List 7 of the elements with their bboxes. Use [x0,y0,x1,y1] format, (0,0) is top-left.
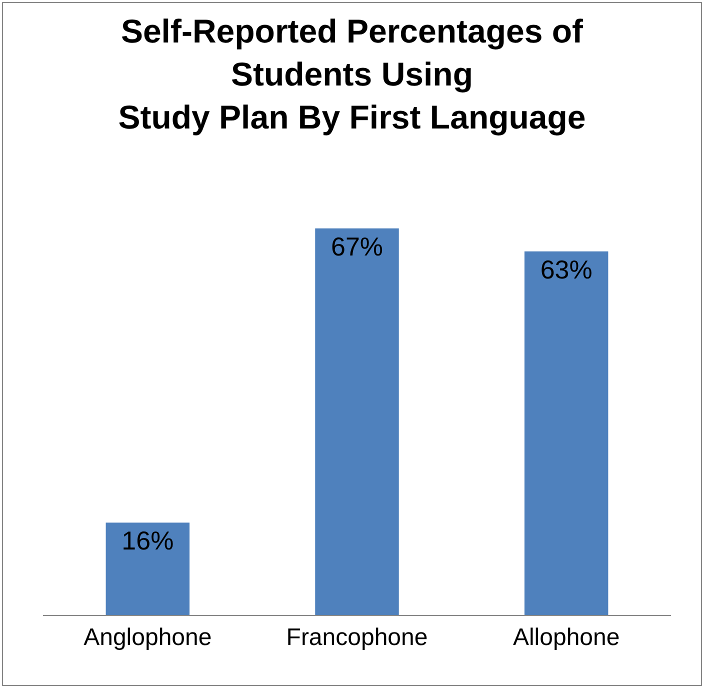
x-tick-label: Allophone [512,624,620,651]
chart-title: Self-Reported Percentages of Students Using Study Plan By First Language [118,12,586,136]
data-label: 67% [330,231,384,262]
x-tick-label: Anglophone [84,624,212,651]
data-label: 63% [540,254,592,284]
data-label: 16% [122,526,174,556]
x-tick-label: Francophone [286,624,428,651]
